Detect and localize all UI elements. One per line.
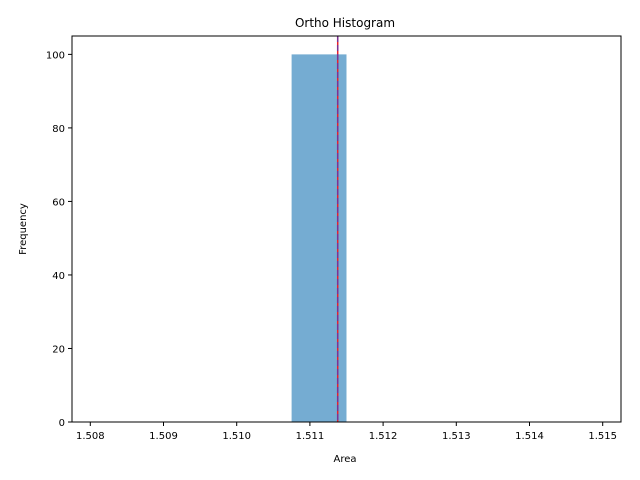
y-tick-label: 60	[52, 197, 65, 208]
y-tick-label: 20	[52, 344, 65, 355]
x-tick-label: 1.515	[588, 431, 617, 442]
y-axis-label: Frequency	[18, 203, 29, 255]
x-tick-label: 1.509	[149, 431, 178, 442]
x-axis-label: Area	[333, 454, 356, 465]
x-tick-label: 1.514	[515, 431, 544, 442]
x-axis-ticks: 1.508 1.509 1.510 1.511 1.512 1.513 1.514 1.515	[76, 422, 617, 442]
y-tick-label: 80	[52, 124, 65, 135]
y-tick-label: 40	[52, 271, 65, 282]
x-tick-label: 1.513	[442, 431, 471, 442]
x-tick-label: 1.508	[76, 431, 105, 442]
y-axis-ticks: 0 20 40 60 80 100	[46, 50, 72, 429]
y-tick-label: 100	[46, 50, 65, 61]
plot-frame	[71, 35, 622, 423]
chart-title: Ortho Histogram	[295, 16, 395, 30]
y-tick-label: 0	[59, 418, 65, 429]
x-tick-label: 1.510	[222, 431, 251, 442]
x-tick-label: 1.512	[369, 431, 398, 442]
x-tick-label: 1.511	[296, 431, 325, 442]
